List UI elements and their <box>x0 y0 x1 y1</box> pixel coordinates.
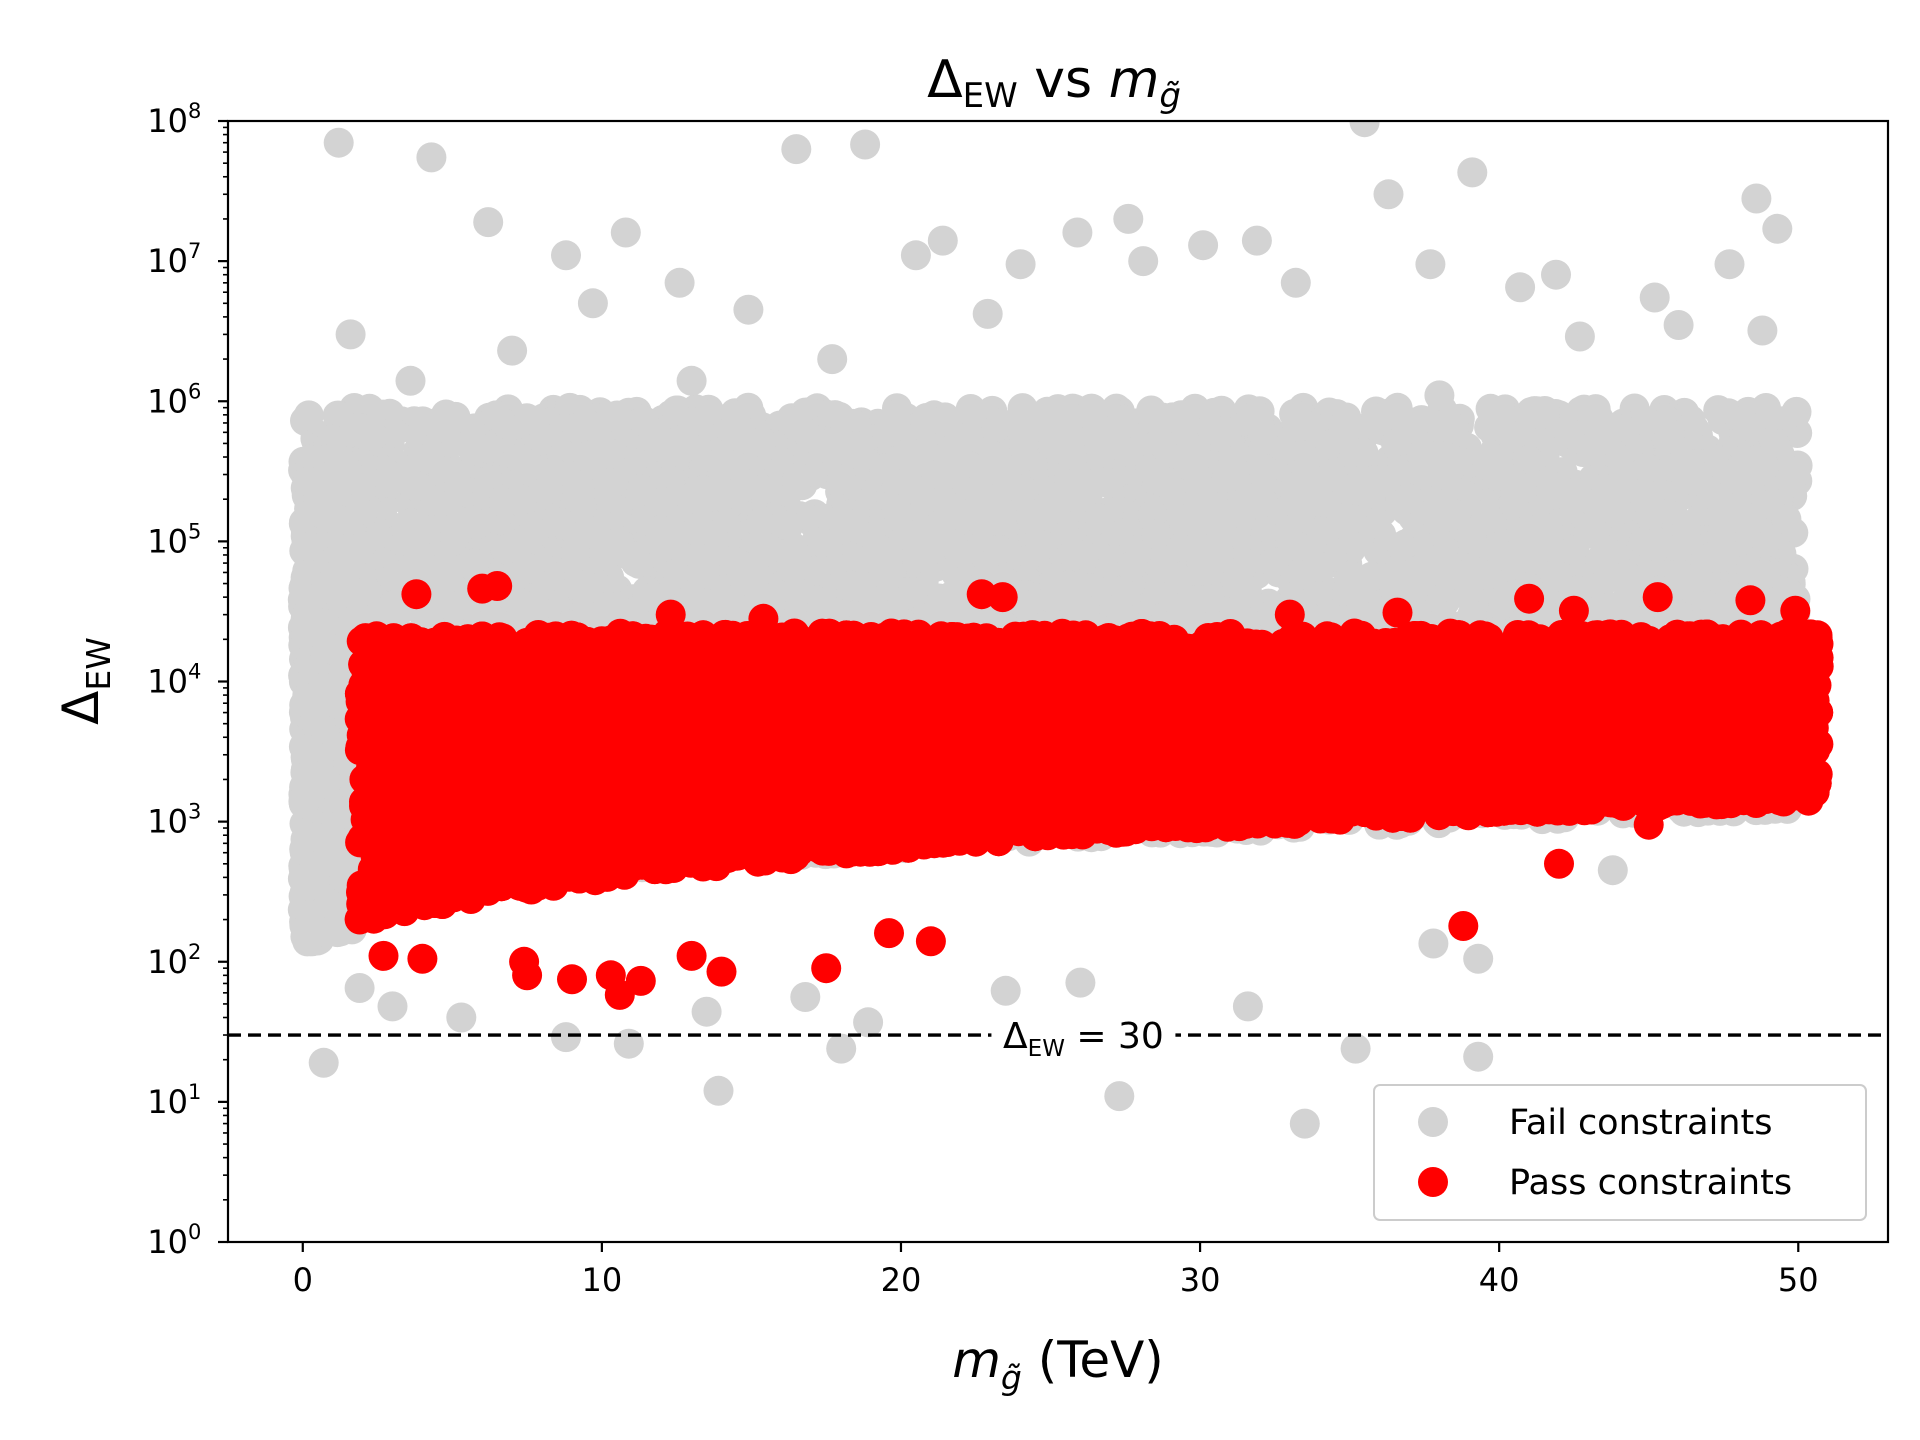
data-point <box>720 400 751 431</box>
data-points <box>287 121 1834 1139</box>
data-point <box>1345 574 1376 605</box>
data-point <box>1008 429 1039 459</box>
data-point <box>1703 395 1734 426</box>
data-point <box>826 464 857 495</box>
data-point <box>1559 535 1590 566</box>
data-point <box>1406 567 1437 598</box>
chart-title: ΔEW vs mg̃ <box>927 50 1181 116</box>
data-point <box>1027 530 1058 561</box>
data-point <box>504 443 535 474</box>
data-point <box>1749 559 1780 590</box>
data-point <box>1617 568 1648 599</box>
data-point <box>1168 506 1199 537</box>
data-point <box>1771 504 1802 535</box>
data-point <box>510 591 541 622</box>
data-point <box>1336 504 1367 535</box>
data-point <box>293 400 324 431</box>
data-point <box>1243 402 1274 432</box>
data-point <box>400 471 431 502</box>
